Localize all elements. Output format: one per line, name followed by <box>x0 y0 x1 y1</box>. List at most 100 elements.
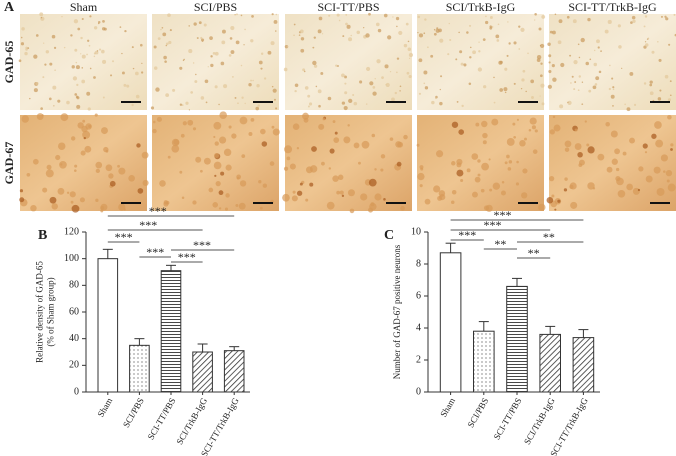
y-axis-label: Relative density of GAD-65 <box>35 261 45 363</box>
texture <box>632 19 636 23</box>
texture <box>433 185 441 193</box>
texture <box>389 137 394 141</box>
row-label: GAD-67 <box>2 142 16 185</box>
texture <box>228 54 232 57</box>
texture <box>25 46 28 49</box>
texture <box>469 46 472 49</box>
texture <box>74 48 78 52</box>
texture <box>337 174 344 181</box>
texture <box>26 172 31 177</box>
texture <box>271 13 274 16</box>
texture <box>33 54 38 59</box>
texture <box>366 66 371 72</box>
texture <box>343 136 351 144</box>
texture <box>29 97 31 100</box>
texture <box>273 98 276 101</box>
texture <box>408 52 414 58</box>
texture <box>286 45 289 48</box>
texture <box>423 70 428 75</box>
texture <box>335 64 338 67</box>
texture <box>94 50 99 55</box>
y-tick-label: 2 <box>416 354 421 365</box>
x-tick-label: SCI/PBS <box>465 396 490 429</box>
texture <box>71 136 76 141</box>
texture <box>597 153 605 161</box>
texture <box>649 80 653 84</box>
texture <box>317 29 322 34</box>
texture <box>344 82 347 85</box>
texture <box>121 71 125 75</box>
texture <box>250 39 254 43</box>
texture <box>507 21 509 23</box>
texture <box>371 133 376 138</box>
texture <box>497 23 500 26</box>
texture <box>18 59 22 63</box>
bar <box>539 333 561 393</box>
texture <box>527 52 529 55</box>
texture <box>57 142 66 150</box>
texture <box>97 22 100 25</box>
texture <box>347 189 355 197</box>
texture <box>365 103 368 105</box>
texture <box>504 67 508 71</box>
texture <box>380 168 384 172</box>
texture <box>439 88 441 91</box>
texture <box>587 17 591 22</box>
texture <box>159 180 166 187</box>
texture <box>587 182 595 190</box>
texture <box>53 46 57 49</box>
texture <box>346 24 351 29</box>
texture <box>615 176 621 182</box>
micrograph <box>547 13 676 112</box>
texture <box>455 58 458 61</box>
texture <box>569 182 577 190</box>
texture <box>472 191 478 198</box>
texture <box>74 93 78 96</box>
texture <box>45 169 54 178</box>
texture <box>200 36 203 40</box>
texture <box>284 44 289 49</box>
texture <box>369 81 374 86</box>
column-label: Sham <box>70 0 98 14</box>
texture <box>239 116 248 125</box>
texture <box>220 61 225 66</box>
texture <box>468 82 472 86</box>
texture <box>171 144 180 153</box>
texture <box>493 101 496 104</box>
texture <box>102 59 107 64</box>
texture <box>633 103 637 106</box>
texture <box>578 75 581 78</box>
texture <box>609 64 611 67</box>
texture <box>119 26 122 28</box>
texture <box>212 52 216 55</box>
texture <box>496 39 500 42</box>
significance-label: *** <box>193 238 211 252</box>
texture <box>318 16 323 21</box>
texture <box>638 166 644 172</box>
texture <box>368 178 377 187</box>
texture <box>303 70 306 73</box>
texture <box>66 191 70 194</box>
bar <box>192 351 213 393</box>
texture <box>658 58 662 62</box>
texture <box>293 23 296 26</box>
texture <box>270 41 275 46</box>
texture <box>549 129 555 135</box>
texture <box>309 102 313 106</box>
texture <box>70 200 74 204</box>
texture <box>286 156 291 161</box>
texture <box>205 101 208 104</box>
texture <box>612 105 614 107</box>
texture <box>384 64 389 69</box>
texture <box>520 87 523 90</box>
texture <box>606 166 613 173</box>
texture <box>539 95 541 97</box>
texture <box>485 15 487 18</box>
texture <box>304 86 309 90</box>
texture <box>629 137 635 144</box>
texture <box>574 81 577 83</box>
texture <box>396 71 398 74</box>
texture <box>610 94 615 99</box>
texture <box>539 74 543 78</box>
texture <box>317 89 322 94</box>
